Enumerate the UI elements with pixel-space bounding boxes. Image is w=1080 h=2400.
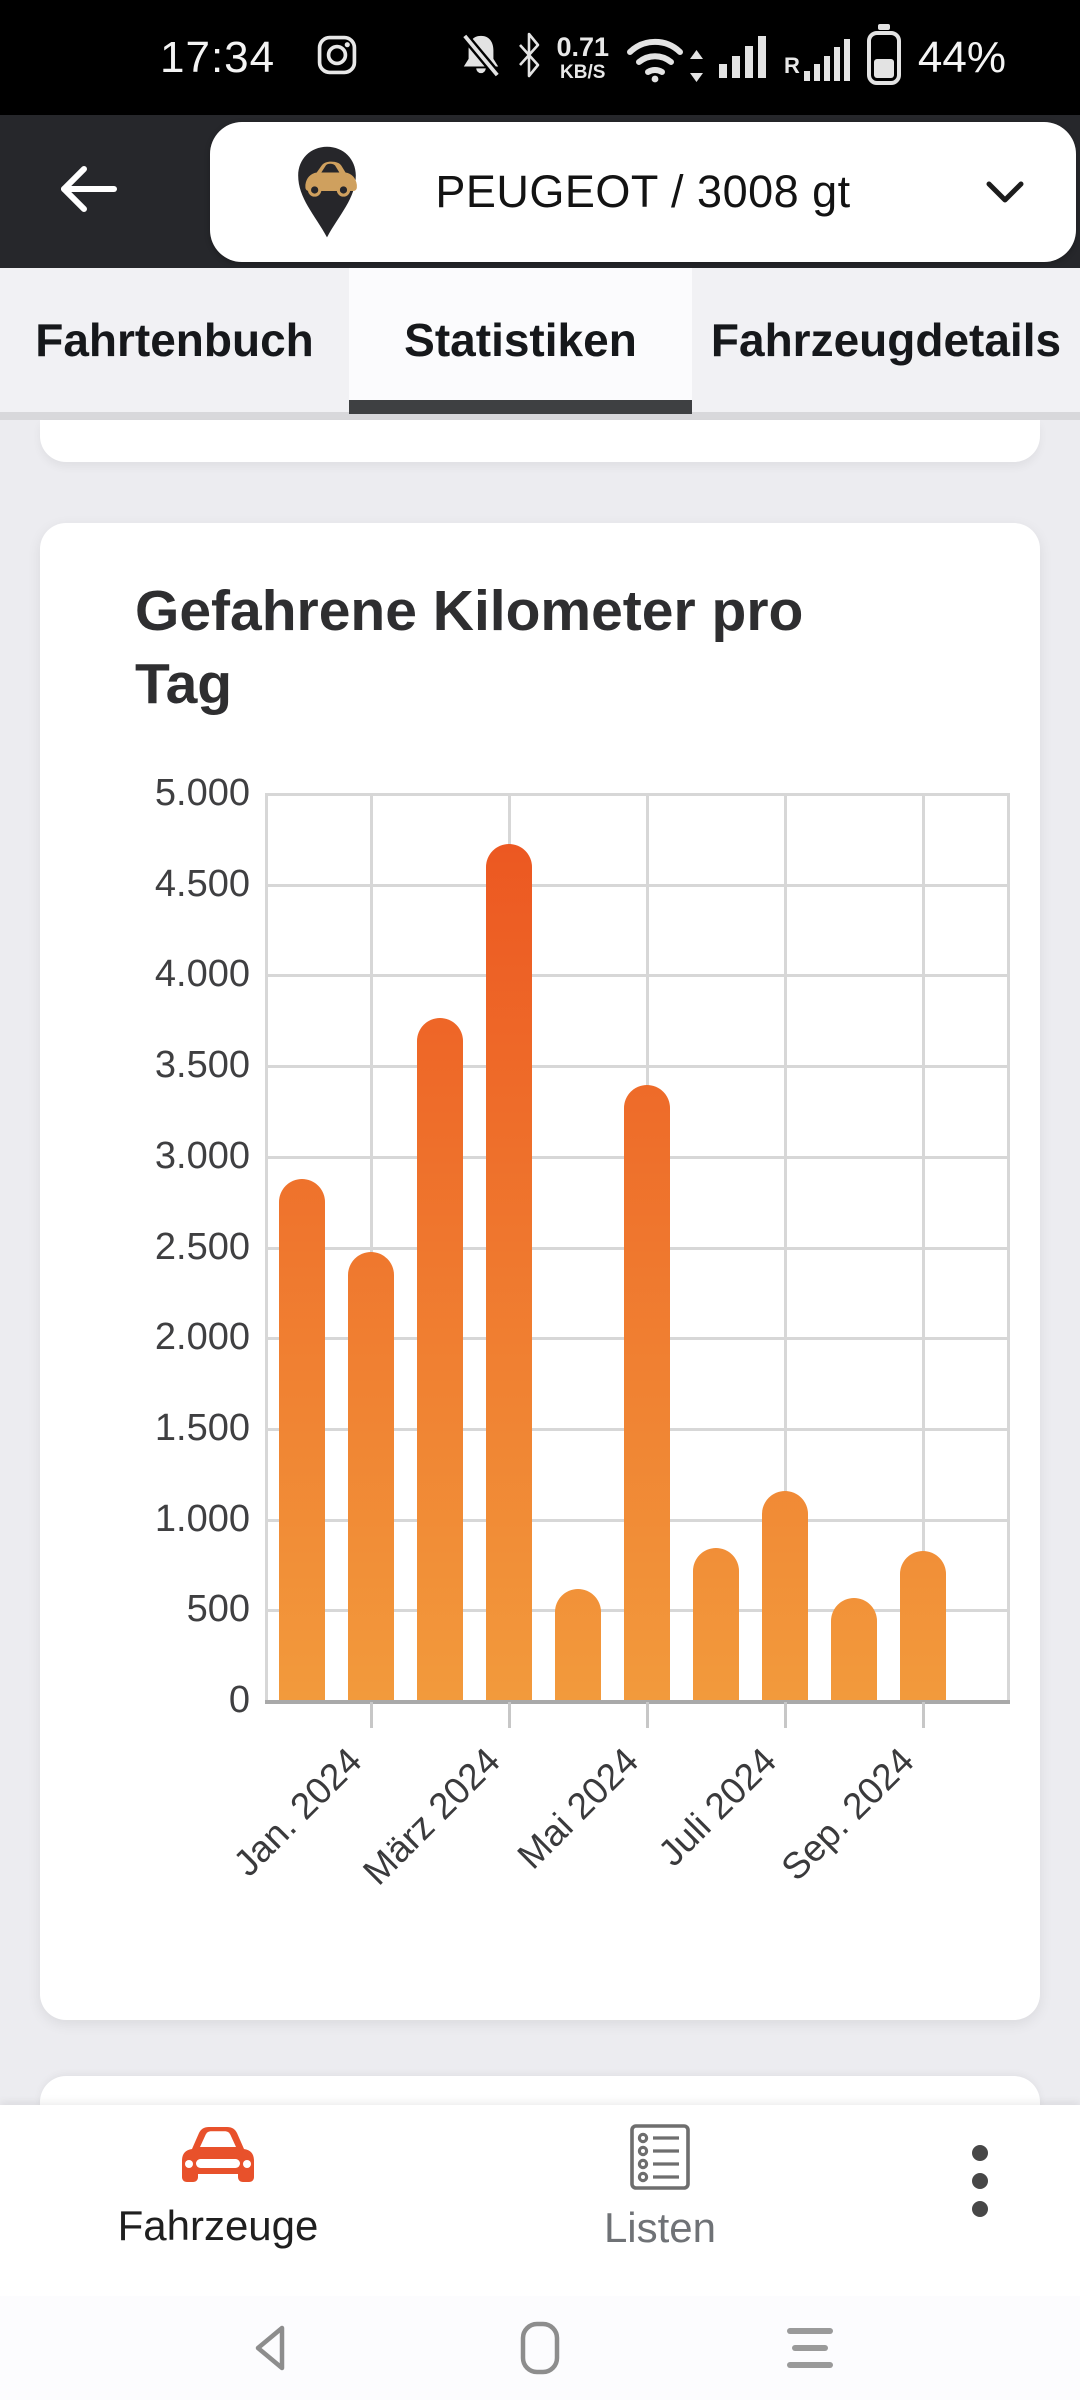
sim2-signal-icon: R xyxy=(784,35,850,81)
bar-Aug. 2024[interactable] xyxy=(831,1598,877,1700)
app-header: PEUGEOT / 3008 gt xyxy=(0,115,1080,268)
system-home-button[interactable] xyxy=(480,2296,600,2400)
back-arrow-icon xyxy=(54,161,122,222)
x-tickmark xyxy=(646,1702,649,1728)
signal-strength-icon xyxy=(719,32,769,83)
bar-Apr. 2024[interactable] xyxy=(555,1589,601,1700)
x-gridline xyxy=(370,793,373,1700)
bar-Sep. 2024[interactable] xyxy=(900,1551,946,1700)
previous-card-partial xyxy=(40,420,1040,462)
vehicle-pin-icon xyxy=(292,142,362,245)
x-axis-label: Jan. 2024 xyxy=(226,1740,370,1884)
x-tickmark xyxy=(784,1702,787,1728)
system-back-icon xyxy=(255,2325,285,2371)
x-tickmark xyxy=(508,1702,511,1728)
y-gridline xyxy=(265,1065,1010,1069)
battery-percent: 44% xyxy=(917,32,1006,82)
y-gridline xyxy=(265,974,1010,978)
wifi-traffic-arrows xyxy=(690,49,704,82)
system-recents-icon xyxy=(787,2328,833,2368)
bar-Dez. 2023[interactable] xyxy=(279,1179,325,1700)
nav-label: Fahrzeuge xyxy=(117,2202,319,2249)
bluetooth-icon xyxy=(517,32,541,83)
chart-title: Gefahrene Kilometer pro Tag xyxy=(135,579,804,716)
x-axis-label: März 2024 xyxy=(355,1740,508,1893)
list-icon xyxy=(629,2124,691,2195)
system-back-button[interactable] xyxy=(210,2296,330,2400)
bar-Juli 2024[interactable] xyxy=(762,1491,808,1700)
y-axis-label: 2.500 xyxy=(154,1225,250,1268)
tab-fahrzeugdetails[interactable]: Fahrzeugdetails xyxy=(710,314,1062,366)
bar-chart: 5.000 4.500 4.000 3.500 3.000 2.500 2.000 1.500… xyxy=(155,772,1010,1893)
chevron-down-icon xyxy=(986,180,1024,209)
vehicle-name: PEUGEOT / 3008 gt xyxy=(435,166,851,217)
x-tickmark xyxy=(922,1702,925,1728)
clock: 17:34 xyxy=(160,32,276,82)
kebab-dot xyxy=(972,2173,988,2189)
car-icon xyxy=(176,2127,260,2193)
y-gridline xyxy=(265,1700,1010,1704)
battery-icon xyxy=(865,24,903,91)
bottom-navigation: Fahrzeuge Listen xyxy=(0,2105,1080,2296)
tab-statistiken[interactable]: Statistiken xyxy=(349,268,692,412)
back-button[interactable] xyxy=(48,151,128,231)
y-axis-label: 1.500 xyxy=(154,1406,250,1449)
y-axis-label: 3.500 xyxy=(154,1044,250,1087)
y-axis-label: 5.000 xyxy=(154,772,250,814)
wifi-icon xyxy=(624,33,704,83)
y-axis-label: 3.000 xyxy=(154,1134,250,1177)
nav-label: Listen xyxy=(603,2204,717,2251)
active-tab-indicator xyxy=(349,400,692,414)
x-gridline xyxy=(784,793,787,1700)
notifications-muted-icon xyxy=(460,32,502,83)
y-gridline xyxy=(265,883,1010,887)
y-axis-label: 0 xyxy=(228,1679,250,1721)
system-home-icon xyxy=(520,2321,560,2375)
tab-fahrtenbuch[interactable]: Fahrtenbuch xyxy=(35,314,314,366)
y-axis-label: 4.000 xyxy=(154,953,250,996)
instagram-notification-icon xyxy=(315,33,359,82)
kebab-dot xyxy=(972,2145,988,2161)
bar-Mai 2024[interactable] xyxy=(624,1085,670,1700)
more-options-button[interactable] xyxy=(972,2145,988,2217)
system-navigation-bar xyxy=(0,2296,1080,2400)
bar-Juni 2024[interactable] xyxy=(693,1548,739,1700)
chart-border xyxy=(265,793,268,1700)
y-axis-label: 500 xyxy=(186,1588,250,1631)
x-axis-label: Mai 2024 xyxy=(509,1740,646,1877)
x-tickmark xyxy=(370,1702,373,1728)
y-gridline xyxy=(265,793,1010,796)
x-gridline xyxy=(922,793,925,1700)
bar-Feb. 2024[interactable] xyxy=(417,1018,463,1700)
bar-Jan. 2024[interactable] xyxy=(348,1252,394,1700)
chart-card: Gefahrene Kilometer pro Tag 5.000 4.500 4.… xyxy=(40,523,1040,2020)
kebab-dot xyxy=(972,2201,988,2217)
x-axis-label: Sep. 2024 xyxy=(773,1740,922,1889)
data-rate: 0.71 KB/S xyxy=(556,31,610,83)
system-recents-button[interactable] xyxy=(750,2296,870,2400)
y-axis-label: 2.000 xyxy=(154,1316,250,1359)
nav-item-fahrzeuge[interactable]: Fahrzeuge xyxy=(88,2123,348,2250)
nav-item-listen[interactable]: Listen xyxy=(530,2123,790,2252)
y-axis-label: 4.500 xyxy=(154,862,250,905)
vehicle-selector[interactable]: PEUGEOT / 3008 gt xyxy=(210,122,1076,262)
tab-bar: Fahrtenbuch Statistiken Fahrzeugdetails xyxy=(0,268,1080,420)
chart-border xyxy=(1007,793,1010,1700)
status-bar: 17:34 xyxy=(0,0,1080,115)
y-axis-label: 1.000 xyxy=(154,1497,250,1540)
bar-März 2024[interactable] xyxy=(486,844,532,1700)
x-axis-label: Juli 2024 xyxy=(650,1740,784,1874)
